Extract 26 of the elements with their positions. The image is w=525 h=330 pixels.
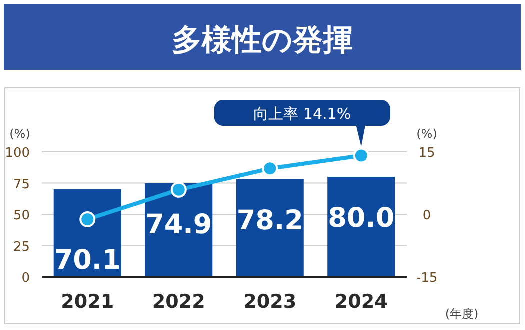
x-tick-label: 2023 [244,291,297,313]
data-label: 78.2 [236,205,304,236]
y2-axis-title: (%) [416,127,438,141]
y2-tick-label: 15 [418,146,436,161]
bar [236,179,304,277]
data-label: 80.0 [328,203,395,234]
y2-tick-label: -15 [416,271,438,286]
x-axis-title: (年度) [445,307,479,321]
y2-tick-label: 0 [422,208,432,224]
y-tick-label: 100 [5,146,30,161]
y-tick-label: 75 [13,177,30,192]
y-tick-label: 50 [13,208,30,224]
y-tick-label: 25 [13,240,30,255]
x-tick-label: 2021 [61,291,114,313]
x-tick-label: 2024 [334,291,388,313]
point [353,148,370,164]
x-tick-label: 2022 [152,291,206,313]
point [170,182,187,198]
annotation: 向上率 14.1% [214,100,390,147]
data-label: 74.9 [146,209,212,240]
data-label: 70.1 [54,245,121,276]
y-axis-title: (%) [10,127,30,141]
point [262,160,278,177]
y-tick-label: 0 [22,271,30,286]
chart-title: 多様性の発揮 [172,23,353,58]
point [80,212,96,228]
